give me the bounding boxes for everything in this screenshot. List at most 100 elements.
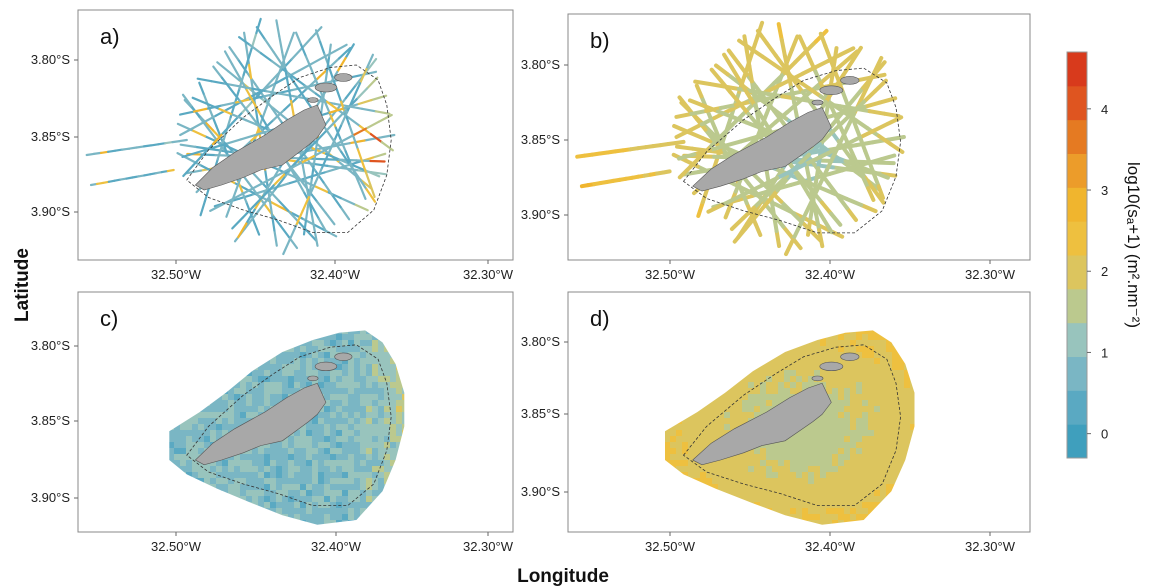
track-segment — [303, 141, 317, 155]
track-segment — [348, 139, 366, 145]
heatmap-cell — [222, 418, 228, 424]
heatmap-cell — [336, 484, 342, 490]
heatmap-cell — [276, 484, 282, 490]
heatmap-cell — [318, 412, 324, 418]
heatmap-cell — [186, 418, 192, 424]
track-segment — [326, 107, 344, 115]
plot-content — [85, 17, 396, 256]
track-segment — [286, 161, 303, 171]
heatmap-cell — [396, 382, 402, 388]
heatmap-cell — [796, 352, 802, 358]
track-segment — [813, 69, 823, 86]
heatmap-cell — [222, 424, 228, 430]
heatmap-cell — [396, 394, 402, 400]
track-segment — [872, 188, 886, 205]
heatmap-cell — [366, 436, 372, 442]
heatmap-cell — [342, 496, 348, 502]
heatmap-cell — [312, 352, 318, 358]
track-segment — [283, 44, 291, 61]
track-segment — [225, 202, 233, 218]
heatmap-cell — [192, 436, 198, 442]
track-segment — [202, 114, 217, 124]
track-segment — [235, 189, 251, 199]
track-segment — [775, 169, 793, 180]
heatmap-cell — [294, 364, 300, 370]
heatmap-cell — [348, 442, 354, 448]
heatmap-cell — [868, 364, 874, 370]
track-segment — [364, 169, 381, 178]
track-segment — [296, 179, 306, 195]
heatmap-cell — [384, 406, 390, 412]
track-segment — [687, 122, 704, 133]
track-segment — [830, 59, 837, 77]
heatmap-cell — [880, 352, 886, 358]
track-segment — [352, 136, 359, 151]
heatmap-cell — [282, 382, 288, 388]
heatmap-cell — [360, 454, 366, 460]
track-segment — [191, 96, 208, 105]
heatmap-cell — [186, 460, 192, 466]
track-segment — [872, 78, 888, 94]
track-segment — [764, 41, 778, 58]
heatmap-cell — [192, 472, 198, 478]
track-segment — [301, 196, 310, 213]
heatmap-cell — [384, 394, 390, 400]
heatmap-cell — [360, 376, 366, 382]
heatmap-cell — [276, 370, 282, 376]
heatmap-cell — [354, 460, 360, 466]
panel-b: b)32.50°W 32.40°W 32.30°W3.80°S3.85°S3.90°… — [521, 13, 1031, 282]
heatmap-cell — [174, 460, 180, 466]
heatmap-cell — [288, 448, 294, 454]
heatmap-cell — [336, 436, 342, 442]
heatmap-cell — [174, 424, 180, 430]
heatmap-cell — [372, 460, 378, 466]
heatmap-cell — [198, 430, 204, 436]
track-segment — [92, 151, 103, 155]
heatmap-cell — [390, 376, 396, 382]
heatmap-cell — [306, 502, 312, 508]
track-segment — [272, 173, 286, 187]
track-segment — [775, 175, 791, 193]
heatmap-cell — [252, 460, 258, 466]
heatmap-cell — [246, 448, 252, 454]
heatmap-cell — [378, 454, 384, 460]
heatmap-cell — [306, 430, 312, 436]
heatmap-cell — [169, 454, 174, 460]
heatmap-cell — [354, 478, 360, 484]
heatmap-cell — [324, 460, 330, 466]
heatmap-cell — [886, 352, 892, 358]
track-segment — [677, 164, 693, 180]
track-segment — [712, 154, 731, 160]
heatmap-cell — [354, 472, 360, 478]
track-segment — [818, 31, 828, 48]
track-segment — [279, 225, 290, 239]
heatmap-cell — [294, 508, 300, 514]
track-segment — [301, 164, 307, 183]
island — [692, 107, 832, 192]
track-segment — [779, 199, 794, 214]
track-segment — [857, 128, 876, 140]
heatmap-cell — [856, 340, 862, 346]
heatmap-cell — [348, 502, 354, 508]
track-segment — [380, 141, 394, 152]
heatmap-cell — [312, 490, 318, 496]
heatmap-cell — [216, 412, 222, 418]
x-tick-label: 32.50°W — [645, 267, 696, 282]
heatmap-cell — [366, 400, 372, 406]
heatmap-cell — [330, 358, 336, 364]
track-segment — [245, 208, 256, 225]
heatmap-cell — [880, 358, 886, 364]
heatmap-cell — [318, 454, 324, 460]
heatmap-cell — [348, 394, 354, 400]
heatmap-cell — [838, 334, 844, 340]
heatmap-cell — [348, 472, 354, 478]
heatmap-cell — [300, 376, 306, 382]
heatmap-cell — [276, 490, 282, 496]
islet — [811, 99, 824, 106]
heatmap-cell — [228, 466, 234, 472]
heatmap-cell — [180, 430, 186, 436]
islet — [840, 76, 860, 85]
heatmap-cell — [330, 502, 336, 508]
heatmap-cell — [216, 466, 222, 472]
heatmap-cell — [354, 502, 360, 508]
